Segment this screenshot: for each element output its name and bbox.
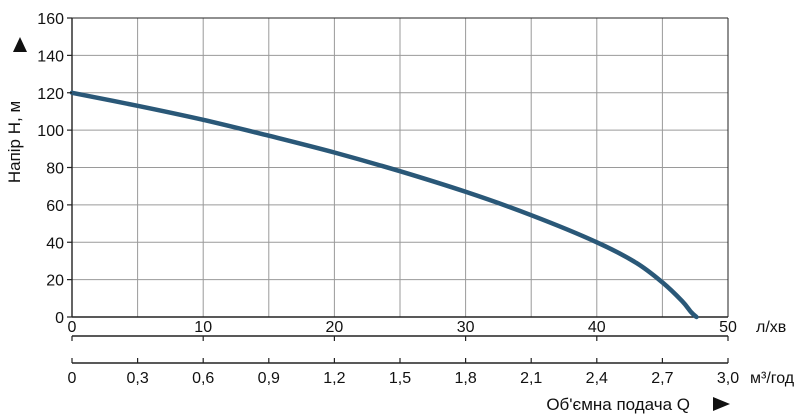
x-tick-label-secondary: 0,6 (192, 370, 214, 387)
x-unit-secondary: м³/год (750, 370, 795, 387)
x-tick-labels-secondary: 0 0,3 0,6 0,9 1,2 1,5 1,8 2,1 2,4 2,7 3,0 (68, 358, 739, 387)
x-tick-label-secondary: 2,1 (520, 370, 542, 387)
x-tick-label-secondary: 0,3 (126, 370, 148, 387)
x-unit-primary: л/хв (756, 319, 786, 336)
x-tick-label-primary: 30 (457, 319, 475, 336)
x-tick-labels-primary: 0 10 20 30 40 50 (68, 319, 737, 341)
x-tick-label-secondary: 0 (68, 370, 77, 387)
x-tick-label-primary: 0 (68, 319, 77, 336)
axes (71, 17, 729, 364)
x-tick-label-secondary: 1,8 (454, 370, 476, 387)
x-tick-label-secondary: 3,0 (717, 370, 739, 387)
y-tick-label: 100 (37, 123, 64, 140)
x-tick-label-primary: 10 (194, 319, 212, 336)
y-tick-label: 140 (37, 48, 64, 65)
y-tick-label: 0 (55, 310, 64, 327)
series-line-head-curve (69, 90, 699, 320)
x-tick-label-primary: 40 (588, 319, 606, 336)
y-axis-label: Напір H, м (5, 101, 24, 183)
x-tick-label-secondary: 2,7 (651, 370, 673, 387)
x-axis-label: Об'ємна подача Q (546, 395, 690, 414)
x-tick-label-secondary: 0,9 (258, 370, 280, 387)
x-axis-arrow-icon (713, 397, 730, 411)
x-tick-label-secondary: 1,5 (389, 370, 411, 387)
y-tick-labels: 0 20 40 60 80 100 120 140 160 (37, 11, 72, 327)
x-tick-label-primary: 20 (326, 319, 344, 336)
y-tick-label: 60 (46, 198, 64, 215)
x-tick-label-secondary: 1,2 (323, 370, 345, 387)
y-tick-label: 120 (37, 86, 64, 103)
y-tick-label: 40 (46, 235, 64, 252)
y-axis-arrow-icon (13, 37, 27, 52)
x-tick-label-secondary: 2,4 (586, 370, 608, 387)
y-tick-label: 160 (37, 11, 64, 28)
x-tick-label-primary: 50 (719, 319, 737, 336)
y-tick-label: 80 (46, 161, 64, 178)
y-tick-label: 20 (46, 273, 64, 290)
grid (71, 17, 729, 318)
